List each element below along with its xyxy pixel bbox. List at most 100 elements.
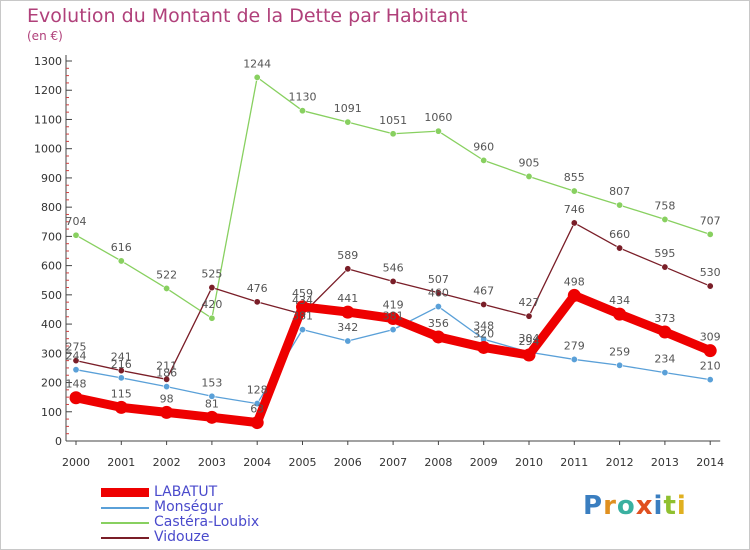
data-label-labatut: 373: [654, 312, 675, 325]
data-point-vidouze: [163, 375, 171, 383]
data-label-castera-loubix: 704: [66, 215, 87, 228]
data-label-castera-loubix: 905: [519, 156, 540, 169]
data-point-monsegur: [616, 361, 624, 369]
data-point-labatut: [386, 312, 400, 326]
data-label-castera-loubix: 1051: [379, 114, 407, 127]
y-tick-label: 500: [41, 289, 62, 302]
data-label-vidouze: 507: [428, 273, 449, 286]
data-point-labatut: [613, 307, 627, 321]
proxiti-logo: Proxiti: [583, 491, 687, 521]
data-label-monsegur: 186: [156, 367, 177, 380]
data-point-labatut: [477, 340, 491, 354]
y-tick-label: 100: [41, 406, 62, 419]
data-label-vidouze: 530: [700, 266, 721, 279]
y-tick-label: 1100: [34, 113, 62, 126]
data-point-monsegur: [434, 303, 442, 311]
legend-item-monsegur: Monségur: [101, 500, 259, 515]
legend-item-vidouze: Vidouze: [101, 530, 259, 545]
data-point-monsegur: [208, 392, 216, 400]
data-label-monsegur: 348: [473, 319, 494, 332]
data-label-vidouze: 525: [201, 268, 222, 281]
x-tick-label: 2009: [470, 456, 498, 469]
data-label-castera-loubix: 522: [156, 268, 177, 281]
data-label-labatut: 441: [337, 292, 358, 305]
x-tick-label: 2012: [606, 456, 634, 469]
data-label-labatut: 459: [292, 287, 313, 300]
data-point-castera-loubix: [706, 230, 714, 238]
legend-label: Vidouze: [154, 529, 210, 545]
x-tick-label: 2011: [560, 456, 588, 469]
data-label-vidouze: 211: [156, 359, 177, 372]
data-point-labatut: [69, 391, 83, 405]
data-label-monsegur: 153: [201, 376, 222, 389]
data-point-castera-loubix: [298, 107, 306, 115]
data-label-vidouze: 660: [609, 228, 630, 241]
data-point-vidouze: [570, 219, 578, 227]
data-label-vidouze: 595: [654, 247, 675, 260]
legend-swatch: [101, 506, 149, 509]
y-tick-label: 1200: [34, 84, 62, 97]
data-point-labatut: [341, 305, 355, 319]
data-point-labatut: [658, 325, 672, 339]
y-tick-label: 800: [41, 201, 62, 214]
data-label-castera-loubix: 1091: [334, 102, 362, 115]
data-point-vidouze: [117, 367, 125, 375]
chart-subtitle: (en €): [27, 29, 63, 43]
data-label-labatut: 81: [205, 397, 219, 410]
data-label-monsegur: 304: [519, 332, 540, 345]
data-label-castera-loubix: 420: [201, 298, 222, 311]
x-tick-label: 2003: [198, 456, 226, 469]
data-label-labatut: 356: [428, 317, 449, 330]
data-point-vidouze: [661, 263, 669, 271]
x-tick-label: 2008: [424, 456, 452, 469]
x-tick-label: 2010: [515, 456, 543, 469]
data-point-vidouze: [389, 277, 397, 285]
data-point-labatut: [567, 288, 581, 302]
data-point-labatut: [703, 344, 717, 358]
data-label-labatut: 63: [250, 403, 264, 416]
data-point-castera-loubix: [661, 215, 669, 223]
data-point-vidouze: [208, 284, 216, 292]
data-point-monsegur: [163, 383, 171, 391]
data-label-castera-loubix: 616: [111, 241, 132, 254]
y-tick-label: 900: [41, 172, 62, 185]
data-point-vidouze: [72, 357, 80, 365]
x-tick-label: 2000: [62, 456, 90, 469]
data-point-monsegur: [72, 366, 80, 374]
data-label-castera-loubix: 758: [654, 199, 675, 212]
data-point-monsegur: [344, 337, 352, 345]
data-label-vidouze: 467: [473, 284, 494, 297]
data-label-labatut: 294: [519, 335, 540, 348]
data-label-castera-loubix: 1244: [243, 57, 271, 70]
legend-swatch: [101, 536, 149, 539]
logo-letter: o: [616, 491, 636, 521]
data-label-castera-loubix: 855: [564, 171, 585, 184]
data-label-castera-loubix: 807: [609, 185, 630, 198]
data-label-castera-loubix: 1130: [289, 91, 317, 104]
data-label-monsegur: 216: [111, 358, 132, 371]
data-label-labatut: 320: [473, 327, 494, 340]
data-point-monsegur: [117, 374, 125, 382]
data-point-castera-loubix: [117, 257, 125, 265]
data-label-monsegur: 279: [564, 339, 585, 352]
logo-letter: i: [653, 491, 664, 521]
data-point-vidouze: [344, 265, 352, 273]
data-label-labatut: 498: [564, 275, 585, 288]
data-point-labatut: [160, 405, 174, 419]
logo-letter: x: [635, 491, 654, 521]
axes: 0 100 200 300 400 500 600 700 800 900 1000 1100 1200…: [34, 55, 724, 469]
data-point-castera-loubix: [570, 187, 578, 195]
data-label-monsegur: 128: [247, 384, 268, 397]
data-point-monsegur: [389, 326, 397, 334]
data-point-vidouze: [253, 298, 261, 306]
logo-letter: P: [583, 491, 604, 521]
y-tick-label: 300: [41, 347, 62, 360]
data-label-vidouze: 589: [337, 249, 358, 262]
logo-letter: r: [603, 491, 617, 521]
x-tick-label: 2007: [379, 456, 407, 469]
data-point-castera-loubix: [344, 118, 352, 126]
legend-item-labatut: LABATUT: [101, 485, 259, 500]
data-label-monsegur: 381: [383, 310, 404, 323]
